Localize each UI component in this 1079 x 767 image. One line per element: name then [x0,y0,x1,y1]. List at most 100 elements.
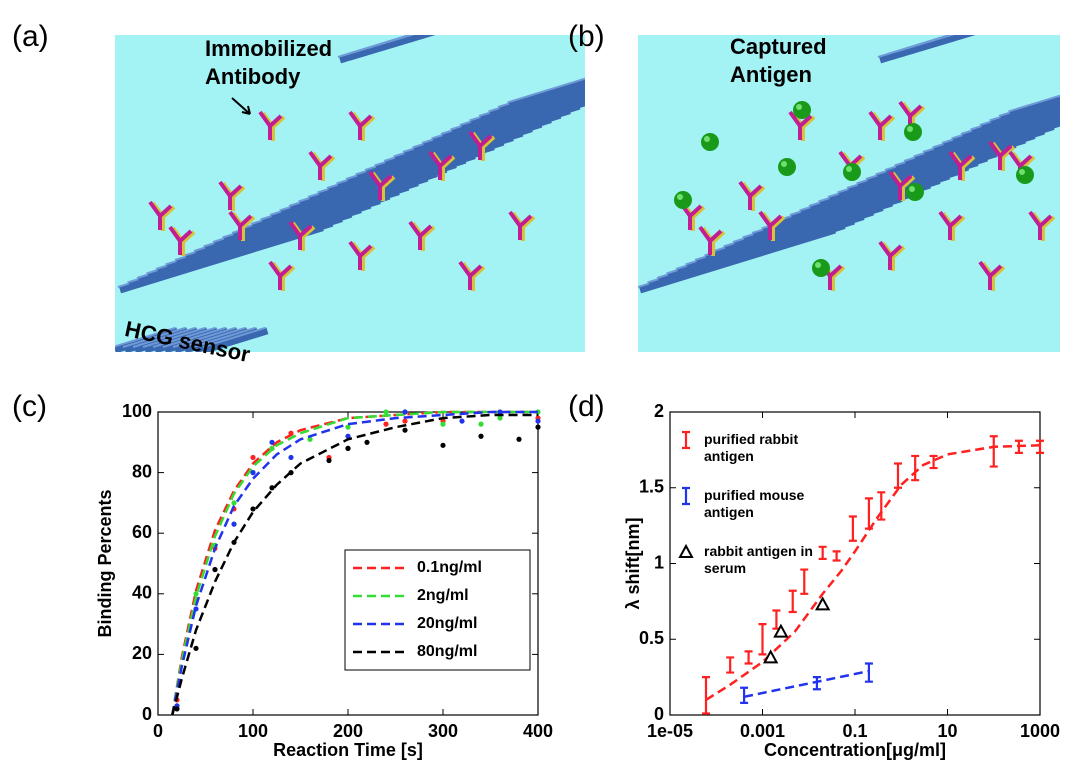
antigen-shine [907,126,913,132]
legend-label: 0.1ng/ml [417,559,482,576]
error-bar [812,676,821,691]
legend-label: 20ng/ml [417,615,477,632]
x-tick-label: 200 [333,721,363,741]
error-bar [800,568,809,595]
x-tick-label: 400 [523,721,553,741]
data-point [174,706,180,712]
x-tick-label: 0 [153,721,163,741]
grating-edge [202,326,266,348]
antigen [904,123,922,141]
data-point [440,421,446,427]
fit-line [171,413,538,716]
x-tick-label: 300 [428,721,458,741]
data-point [516,436,522,442]
grating-edge [192,326,256,348]
error-bar [740,686,749,704]
grating-bar [1040,0,1079,12]
data-point [345,424,351,430]
antibody [978,260,1003,290]
error-bar [877,491,886,521]
grating-edge [978,0,1079,27]
grating-edge [937,35,955,40]
antibody [758,210,783,240]
antibody [288,220,313,250]
grating-edge [152,326,216,348]
y-tick-label: 100 [122,401,152,421]
data-point [193,591,199,597]
error-bar [701,676,710,715]
annotation: Antibody [205,64,301,89]
error-bar [818,545,827,561]
y-tick-label: 40 [132,583,152,603]
data-point [383,409,389,415]
panel-label: (a) [12,20,49,53]
grating-edge [1018,0,1079,15]
antigen [1016,166,1034,184]
antibody [988,140,1013,170]
data-point [345,433,351,439]
grating-bar [408,35,435,43]
antigen [906,183,924,201]
legend-label: rabbit antigen in serum [704,543,813,576]
grating-edge [397,35,415,40]
antibody [458,260,483,290]
grating-bar [970,35,976,37]
data-point [497,409,503,415]
y-tick-label: 20 [132,643,152,663]
data-point [402,427,408,433]
grating-edge [1008,0,1079,18]
y-tick-label: 1 [654,552,664,572]
error-bar [864,662,873,683]
data-point [814,596,831,611]
data-point [402,418,408,424]
grating-edge [182,326,246,348]
error-bar [989,435,998,468]
data-point [478,421,484,427]
antibody [348,240,373,270]
data-point [762,649,779,664]
antibody [258,110,283,140]
antibody [268,260,293,290]
antibody [1028,210,1053,240]
data-point [250,454,256,461]
antigen [843,163,861,181]
data-point [269,445,275,451]
error-bar [1036,439,1044,455]
grating-bar [1009,95,1060,118]
y-tick-label: 60 [132,522,152,542]
data-point [231,539,237,545]
antibody [308,150,333,180]
grating-edge [418,0,543,33]
legend-swatch [678,543,694,558]
y-tick-label: 80 [132,461,152,481]
antibody [508,210,533,240]
grating-edge [998,0,1079,21]
data-point [326,457,332,464]
antibody [878,240,903,270]
legend-swatch [682,430,690,450]
grating-bar [203,327,269,352]
antigen [793,101,811,119]
grating-bar [1030,0,1079,15]
x-tick-label: 10 [937,721,957,741]
antigen [778,158,796,176]
grating-edge [132,326,196,348]
error-bar [864,497,873,530]
fit-line [171,410,538,716]
plot-area [669,411,1041,716]
y-axis-label: Binding Percents [95,489,115,637]
grating-edge [958,0,1079,33]
y-tick-label: 0.5 [639,628,664,648]
antibody [948,150,973,180]
data-point [193,645,199,651]
data-point [497,415,503,421]
grating-edge [162,326,226,348]
antigen-shine [704,136,710,142]
grating-bar [1020,0,1079,18]
fit-line [171,410,538,716]
panel-label: (b) [568,20,605,53]
grating-edge [1008,94,1060,113]
antibody [868,110,893,140]
grating-edge [172,326,236,348]
grating-bar [980,0,1079,30]
